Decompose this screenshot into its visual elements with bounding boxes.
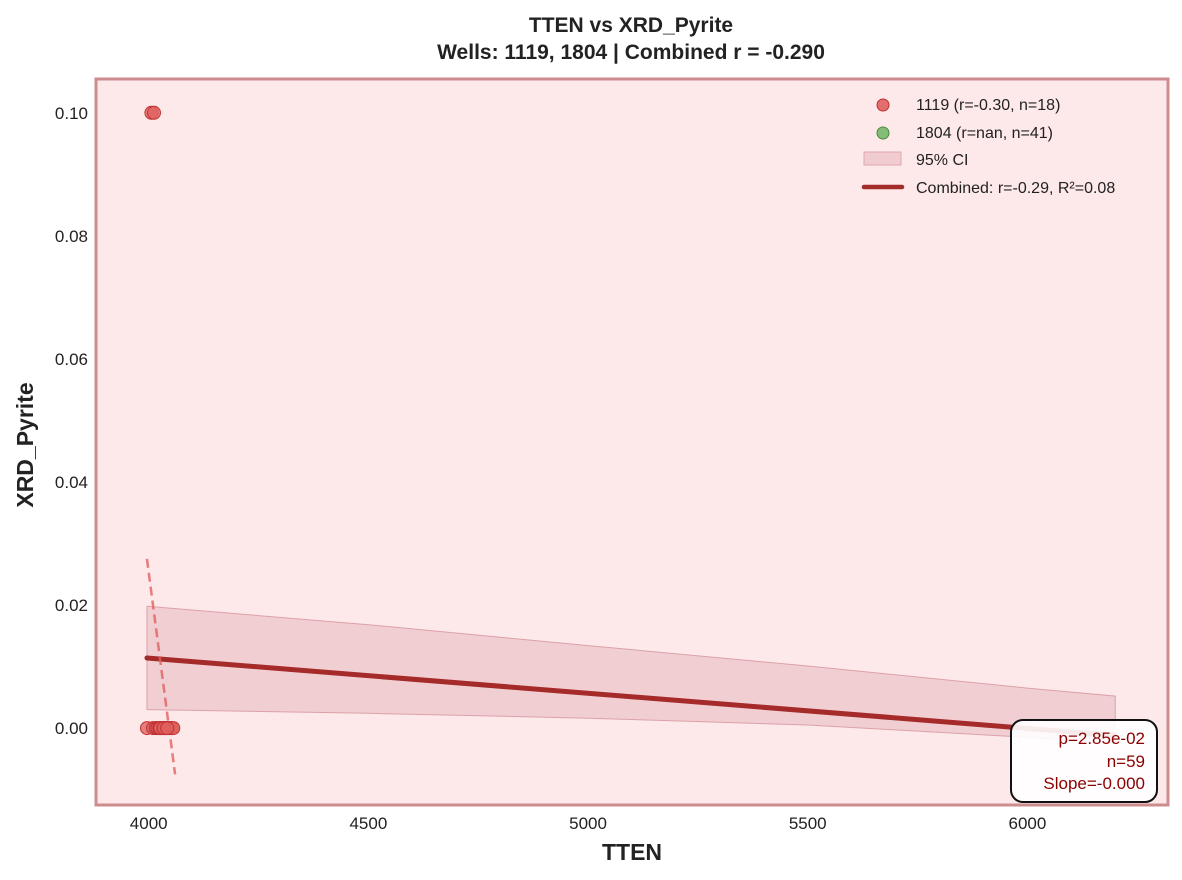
y-tick-label: 0.06 [55, 350, 88, 369]
combined-regression-line [144, 655, 1118, 738]
y-axis-ticks: 0.00 0.02 0.04 0.06 0.08 0.10 [55, 104, 88, 738]
y-axis-label: XRD_Pyrite [12, 382, 38, 507]
fit-line-layer [144, 558, 1118, 775]
chart-subtitle: Wells: 1119, 1804 | Combined r = -0.290 [437, 41, 825, 64]
x-tick-label: 4500 [349, 814, 387, 833]
x-tick-label: 5000 [569, 814, 607, 833]
y-tick-label: 0.10 [55, 104, 88, 123]
points-layer [140, 105, 181, 736]
x-tick-label: 4000 [130, 814, 168, 833]
x-axis-ticks: 4000 4500 5000 5500 6000 [130, 814, 1047, 833]
legend-marker-1119 [876, 98, 890, 112]
stats-n: n=59 [1107, 752, 1145, 771]
legend-label-1804: 1804 (r=nan, n=41) [916, 125, 1053, 142]
y-tick-label: 0.04 [55, 473, 88, 492]
y-tick-label: 0.00 [55, 719, 88, 738]
chart-title: TTEN vs XRD_Pyrite [529, 14, 733, 37]
x-tick-label: 5500 [789, 814, 827, 833]
data-point [147, 105, 161, 120]
legend-label-1119: 1119 (r=-0.30, n=18) [916, 97, 1060, 114]
plot-frame [94, 77, 1170, 807]
x-tick-label: 6000 [1008, 814, 1046, 833]
stats-slope: Slope=-0.000 [1043, 774, 1145, 793]
legend-label-combined: Combined: r=-0.29, R²=0.08 [916, 180, 1115, 197]
stats-box: p=2.85e-02 n=59 Slope=-0.000 [1010, 719, 1158, 803]
stats-box-frame [1010, 719, 1158, 803]
x-axis-label: TTEN [602, 839, 662, 865]
legend-label-ci: 95% CI [916, 152, 968, 169]
data-point [160, 721, 175, 736]
y-tick-label: 0.02 [55, 596, 88, 615]
legend-patch-ci [863, 151, 902, 166]
series-fit-line-0 [145, 558, 177, 775]
stats-p-value: p=2.85e-02 [1059, 729, 1146, 748]
legend-marker-1804 [876, 126, 890, 140]
y-tick-label: 0.08 [55, 227, 88, 246]
legend: 1119 (r=-0.30, n=18) 1804 (r=nan, n=41) … [861, 97, 1115, 197]
